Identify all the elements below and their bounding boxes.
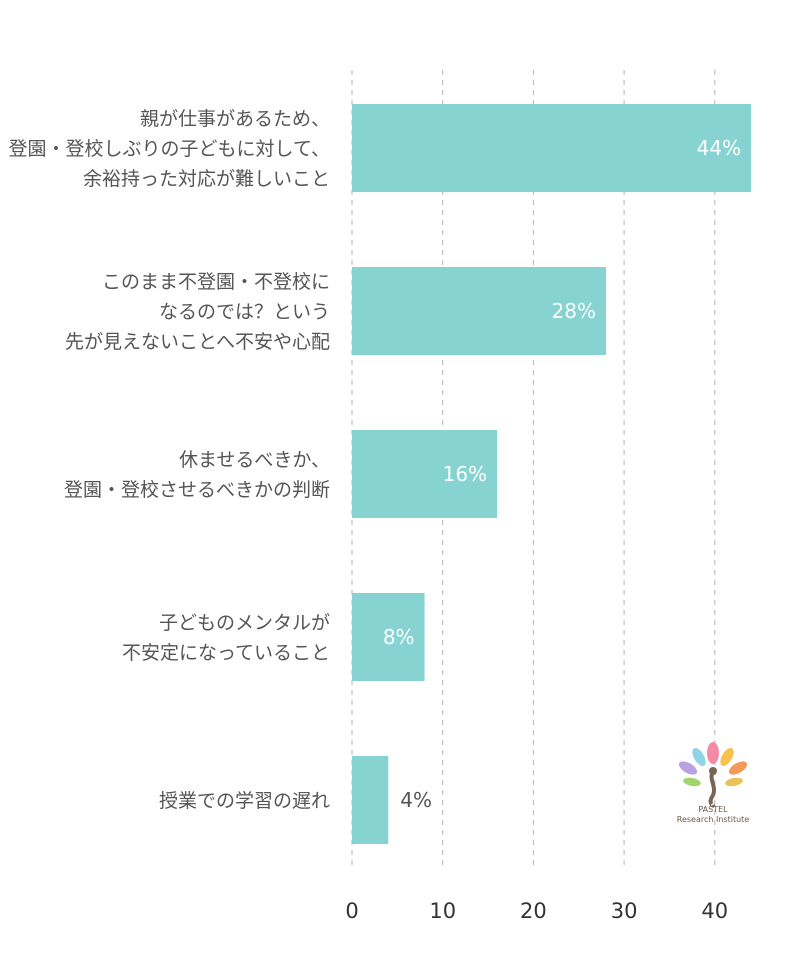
- pastel-logo-icon: [678, 742, 748, 808]
- category-label-line: 子どものメンタルが: [159, 612, 330, 634]
- value-label: 44%: [697, 136, 741, 160]
- bars: [352, 104, 752, 844]
- category-label-line: このまま不登園・不登校に: [102, 271, 330, 293]
- x-tick-label: 40: [701, 899, 728, 923]
- x-axis-ticks: 0 10 20 30 40: [345, 899, 728, 923]
- category-labels: 親が仕事があるため、登園・登校しぶりの子どもに対して、余裕持った対応が難しいこと…: [9, 108, 330, 812]
- category-label-line: 不安定になっていること: [122, 642, 330, 664]
- bar: [352, 104, 752, 192]
- category-label-line: 休ませるべきか、: [179, 449, 330, 471]
- category-label: 休ませるべきか、登園・登校させるべきかの判断: [64, 449, 330, 501]
- value-label: 16%: [443, 462, 487, 486]
- category-label-line: 登園・登校しぶりの子どもに対して、: [9, 138, 330, 160]
- category-label: 授業での学習の遅れ: [159, 790, 330, 812]
- category-label-line: 先が見えないことへ不安や心配: [65, 331, 330, 353]
- category-label-line: 親が仕事があるため、: [140, 108, 330, 130]
- bar: [352, 756, 389, 844]
- value-label: 28%: [552, 299, 596, 323]
- category-label: 親が仕事があるため、登園・登校しぶりの子どもに対して、余裕持った対応が難しいこと: [9, 108, 330, 190]
- logo-text: PASTEL Research Institute: [668, 805, 758, 825]
- value-label: 8%: [383, 625, 415, 649]
- logo-line-1: PASTEL: [698, 805, 728, 814]
- category-label: 子どものメンタルが不安定になっていること: [122, 612, 330, 664]
- category-label-line: 登園・登校させるべきかの判断: [64, 479, 330, 501]
- logo-line-2: Research Institute: [676, 815, 750, 824]
- category-label-line: 余裕持った対応が難しいこと: [83, 168, 330, 190]
- x-tick-label: 10: [429, 899, 456, 923]
- bar: [352, 267, 606, 355]
- value-labels: 44% 28% 16% 8% 4%: [383, 136, 741, 812]
- category-label: このまま不登園・不登校になるのでは？という先が見えないことへ不安や心配: [65, 271, 330, 353]
- category-label-line: なるのでは？という: [159, 301, 330, 323]
- x-tick-label: 20: [520, 899, 547, 923]
- category-label-line: 授業での学習の遅れ: [159, 790, 330, 812]
- x-tick-label: 0: [345, 899, 358, 923]
- bar: [352, 593, 425, 681]
- bar: [352, 430, 498, 518]
- x-tick-label: 30: [611, 899, 638, 923]
- value-label: 4%: [400, 788, 432, 812]
